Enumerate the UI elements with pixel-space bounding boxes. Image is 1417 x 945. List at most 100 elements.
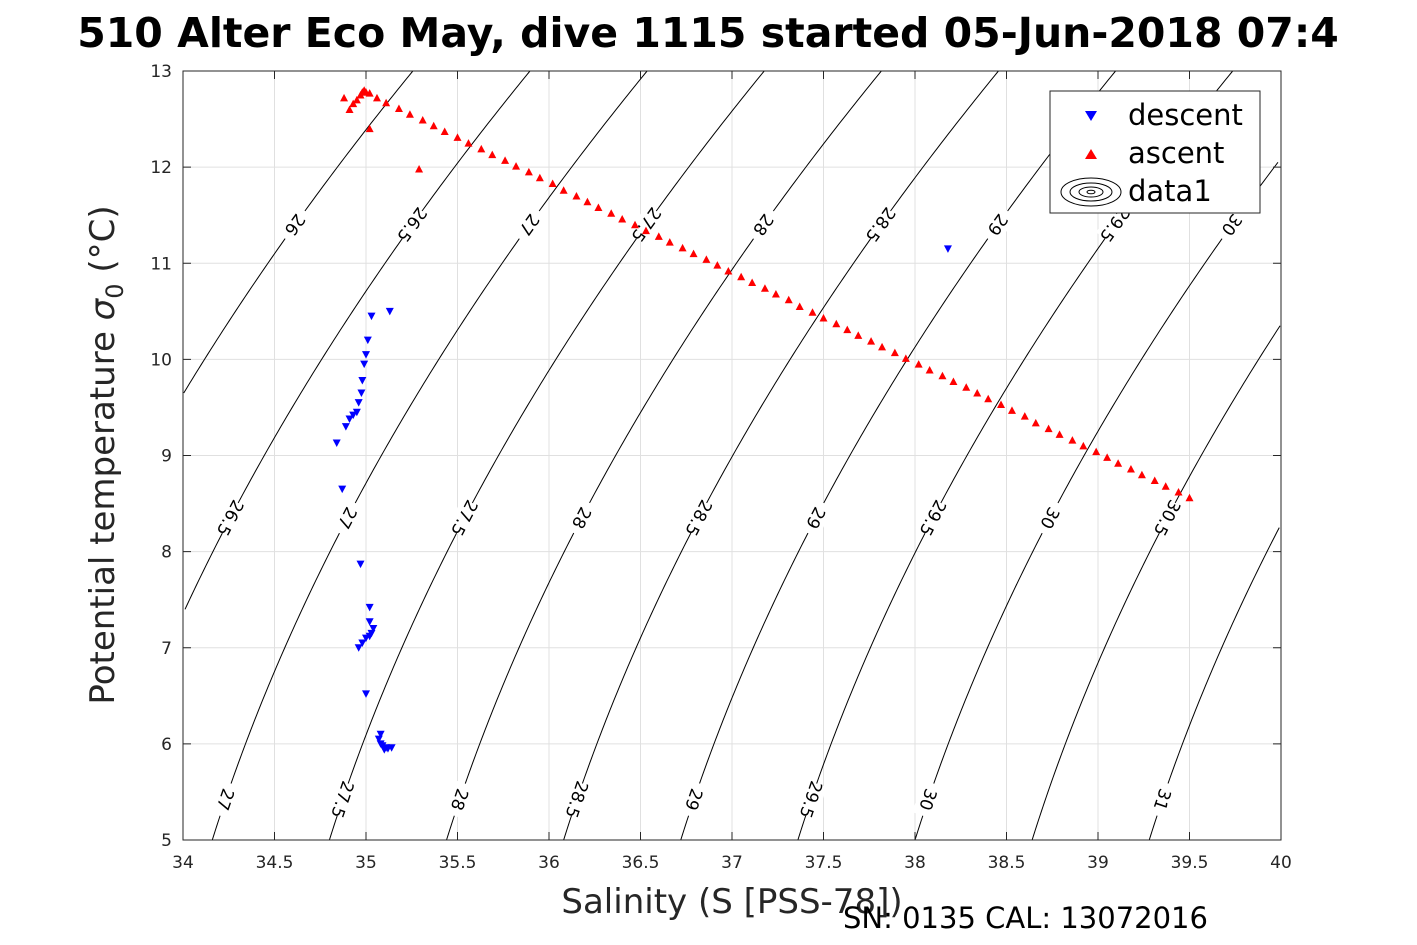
x-tick-label: 37.5 [805,853,843,873]
descent-point [354,399,363,407]
isopycnal-line [211,70,648,841]
contour-label-mask [861,204,900,245]
isopycnal-line [446,70,882,841]
y-axis-label-symbol: σ [83,297,123,320]
ascent-point [464,139,473,147]
ascent-point [1079,441,1088,450]
data-points [332,86,1194,754]
descent-point [332,439,341,448]
descent-point [378,742,387,750]
contour-label-mask [912,779,945,820]
contour-label-mask [393,204,431,246]
descent-point [354,644,363,652]
y-axis-label: Potential temperature σ0 (°C) [83,205,129,704]
contour-label-mask [915,497,951,539]
ascent-point [488,150,497,159]
contour-label-mask [1032,497,1068,539]
x-tick-label: 38 [904,853,926,873]
y-tick-label: 6 [161,735,172,755]
legend-data1-contour-icon [1060,177,1122,207]
descent-point [374,735,383,744]
x-tick-label: 35 [355,853,377,873]
x-tick-label: 38.5 [988,853,1026,873]
y-tick-label: 12 [150,158,172,178]
x-tick-label: 40 [1270,853,1292,873]
serial-calibration-footer: SN: 0135 CAL: 13072016 [843,901,1208,935]
contour-label-mask [443,779,476,820]
ascent-point [914,360,923,368]
contour-label-mask [1146,779,1179,820]
descent-point [362,351,370,359]
descent-point [345,415,354,423]
contour-label-mask [681,497,717,539]
ascent-point [453,133,462,141]
legend-descent-marker [1085,111,1097,121]
contour-label-mask [209,779,242,820]
ascent-point [501,156,510,164]
contour-label-mask [563,497,600,539]
ascent-point [618,215,627,223]
ascent-point [548,179,557,187]
contour-label-mask [329,497,365,539]
legend-ascent-marker [1085,149,1097,159]
ascent-point [795,302,804,311]
descent-point [349,411,358,420]
ascent-point [1007,406,1016,414]
density-contours [183,70,1281,841]
legend: descent ascent data1 [1049,90,1261,214]
ascent-point [878,342,887,351]
ascent-point [1068,436,1077,444]
ascent-point [748,278,757,286]
contour-label-mask [1149,497,1185,539]
contour-label-mask [744,204,783,246]
ascent-point [854,331,863,339]
x-tick-label: 39 [1087,853,1109,873]
descent-point [943,245,952,253]
ascent-point [938,371,947,380]
y-tick-label: 9 [161,447,172,467]
x-tick-label: 34.5 [256,853,294,873]
ascent-point [760,284,769,292]
ascent-point [559,186,568,194]
x-tick-label: 39.5 [1171,853,1209,873]
ascent-point [572,191,581,200]
descent-point [387,744,396,752]
ascent-point [405,110,414,118]
contour-label-mask [1213,204,1251,246]
contour-label-mask [510,204,549,246]
ascent-point [1174,488,1183,496]
descent-point [380,746,389,754]
contour-label-mask [276,204,314,245]
descent-point [358,377,367,385]
ascent-point [352,95,361,104]
ascent-point [1185,493,1194,502]
ascent-point [925,365,934,374]
ascent-point [1150,476,1159,484]
y-tick-label: 10 [150,350,172,370]
legend-descent-label: descent [1128,98,1243,132]
ascent-point [1103,453,1112,461]
ascent-point [1020,412,1029,420]
ascent-point [440,127,449,136]
ascent-point [1126,464,1135,473]
y-tick-label: 13 [150,62,172,82]
ascent-point [819,314,828,322]
descent-point [358,639,367,647]
ascent-point [382,98,391,107]
contour-label-mask [212,497,248,539]
ascent-point [962,383,971,391]
ascent-point [372,93,381,102]
ascent-point [583,197,592,206]
ascent-point [843,325,852,334]
ascent-point [949,377,958,385]
ascent-point [832,319,841,328]
ascent-point [365,124,374,133]
descent-point [341,423,350,431]
y-tick-label: 11 [150,254,172,274]
ascent-point [594,203,603,211]
ascent-point [1031,418,1040,427]
ascent-point [418,116,427,124]
descent-point [362,634,370,643]
ascent-point [365,89,374,97]
ascent-point [724,266,733,275]
